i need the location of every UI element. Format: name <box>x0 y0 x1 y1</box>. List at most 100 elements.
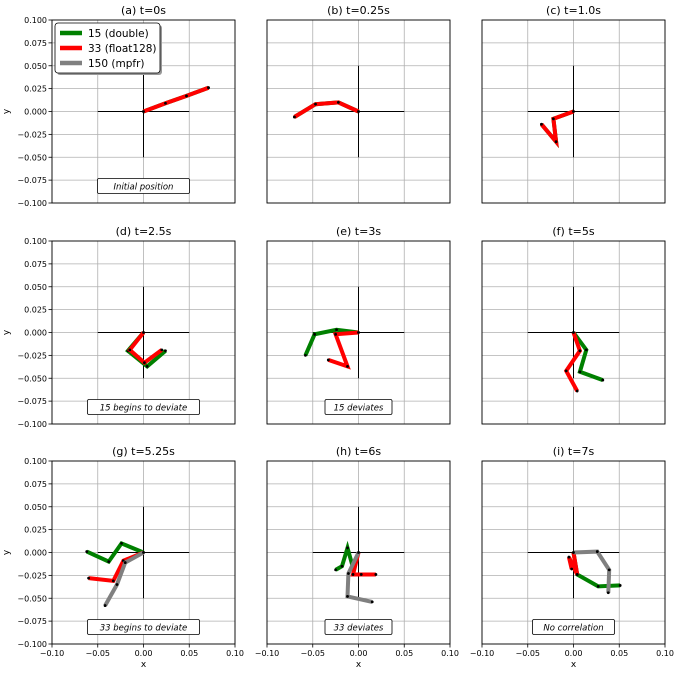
series-line-33 <box>327 330 359 370</box>
legend-label: 33 (float128) <box>88 43 157 55</box>
series-line-33 <box>293 100 360 119</box>
ytick-label: 0.025 <box>24 85 47 94</box>
series-line-33 <box>539 109 575 149</box>
data-point <box>551 117 555 121</box>
annotation-box <box>97 178 190 194</box>
data-point <box>107 560 111 564</box>
ytick-label: 0.050 <box>24 62 47 71</box>
legend: 15 (double) 33 (float128) 150 (mpfr) <box>54 22 162 75</box>
data-point <box>575 573 579 576</box>
axes-frame <box>481 19 666 204</box>
ytick-label: 0.075 <box>24 39 47 48</box>
data-point <box>607 568 611 572</box>
data-point <box>142 331 145 334</box>
data-point <box>335 328 338 332</box>
panel-title: (b) t=0.25s <box>327 4 390 17</box>
x-axis-label: x <box>356 660 362 670</box>
data-point <box>601 378 605 382</box>
xtick-label: 0.10 <box>656 649 674 658</box>
xtick-label: 0.05 <box>180 649 198 658</box>
data-point <box>103 604 107 607</box>
data-point <box>567 555 571 559</box>
annotation-text: No correlation <box>543 624 603 634</box>
y-axis-label: y <box>2 549 12 555</box>
legend-label: 15 (double) <box>88 28 149 40</box>
data-point <box>164 101 167 105</box>
xtick-label: 0.10 <box>441 649 459 658</box>
data-point <box>596 584 600 588</box>
data-point <box>87 576 90 580</box>
series-line-33 <box>127 331 163 366</box>
series-line-15 <box>571 331 604 382</box>
series-line-150 <box>345 551 373 604</box>
series-line-15 <box>303 327 359 357</box>
xtick-label: −0.10 <box>40 649 65 658</box>
data-point <box>357 551 360 554</box>
data-point <box>570 567 574 571</box>
data-point <box>326 358 330 362</box>
ytick-label: −0.075 <box>17 617 47 626</box>
y-axis-label: y <box>2 329 12 335</box>
panel-4: (e) t=3s 15 deviates <box>266 225 451 425</box>
data-point <box>334 568 338 572</box>
data-point <box>357 331 360 334</box>
ytick-label: 0.100 <box>24 16 47 25</box>
xtick-label: 0.10 <box>226 649 244 658</box>
legend-label: 150 (mpfr) <box>88 58 144 70</box>
panel-8: (i) t=7s −0.10 −0.05 0.00 0.05 0.10 x No correl… <box>470 445 674 670</box>
data-point <box>304 353 307 357</box>
xtick-label: 0.00 <box>135 649 153 658</box>
panel-7: (h) t=6s −0.10 −0.05 0.00 0.05 0.10 x 33 deviat… <box>255 445 459 670</box>
data-point <box>359 573 363 576</box>
ytick-label: −0.050 <box>17 374 47 383</box>
data-point <box>123 561 127 564</box>
y-axis-label: y <box>2 108 12 114</box>
xtick-label: 0.05 <box>395 649 413 658</box>
ytick-label: −0.075 <box>17 176 47 185</box>
ytick-label: −0.050 <box>17 153 47 162</box>
panel-title: (c) t=1.0s <box>546 4 601 17</box>
series-line-15 <box>85 540 145 565</box>
annotation-text: 33 begins to deviate <box>100 624 187 634</box>
ytick-label: 0.075 <box>24 480 47 489</box>
data-point <box>340 564 344 568</box>
ytick-label: −0.075 <box>17 397 47 406</box>
panel-title: (i) t=7s <box>553 445 595 458</box>
data-point <box>374 573 378 576</box>
x-axis-label: x <box>141 660 147 670</box>
annotation-box <box>87 399 200 415</box>
data-point <box>572 551 575 554</box>
data-point <box>207 86 210 90</box>
ytick-label: 0.050 <box>24 503 47 512</box>
data-point <box>370 600 374 604</box>
axes-frame <box>266 19 451 204</box>
data-point <box>347 572 350 575</box>
data-point <box>313 332 316 336</box>
xtick-label: −0.05 <box>300 649 325 658</box>
annotation-box <box>87 619 200 635</box>
series-line-150 <box>103 550 145 607</box>
data-point <box>85 550 89 553</box>
data-point <box>334 332 338 336</box>
data-point <box>540 122 543 126</box>
xtick-label: 0.00 <box>350 649 368 658</box>
axes-frame <box>266 240 451 425</box>
data-point <box>578 349 582 353</box>
data-point <box>357 110 360 113</box>
panel-title: (f) t=5s <box>552 225 594 238</box>
data-point <box>314 102 317 106</box>
data-point <box>346 364 349 368</box>
ytick-label: 0.050 <box>24 283 47 292</box>
data-point <box>572 331 575 334</box>
data-point <box>143 361 146 365</box>
data-point <box>564 369 568 373</box>
xtick-label: 0.05 <box>610 649 628 658</box>
xtick-label: −0.05 <box>85 649 110 658</box>
panel-1: (b) t=0.25s <box>266 4 451 204</box>
annotation-text: 33 deviates <box>334 624 384 634</box>
data-point <box>142 110 145 113</box>
panel-title: (g) t=5.25s <box>112 445 175 458</box>
ytick-label: 0.025 <box>24 306 47 315</box>
series-line-33 <box>563 331 583 393</box>
